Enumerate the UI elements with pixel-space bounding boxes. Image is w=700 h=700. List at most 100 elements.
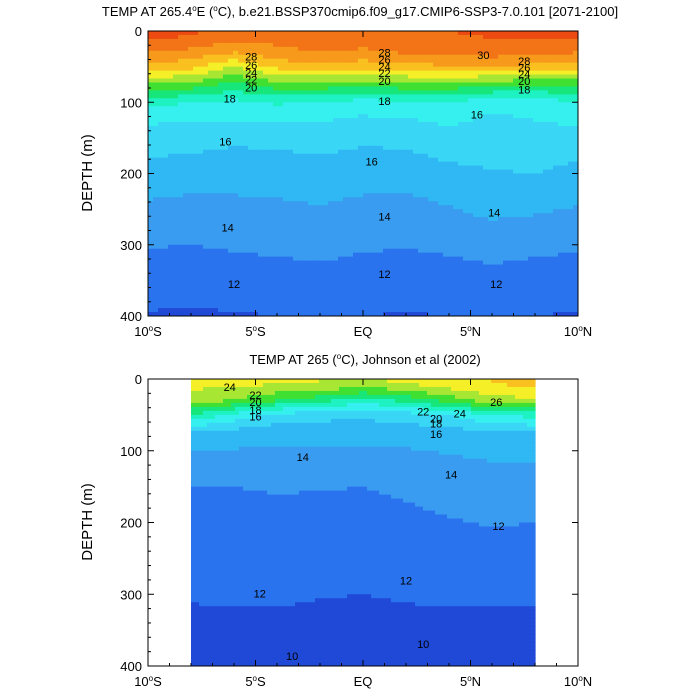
contour-cell — [338, 126, 344, 131]
contour-cell — [218, 129, 224, 135]
contour-cell — [498, 133, 504, 139]
contour-cell — [288, 78, 294, 84]
contour-cell — [468, 236, 474, 242]
contour-cell — [198, 197, 204, 202]
contour-cell — [428, 228, 434, 234]
contour-cell — [488, 161, 494, 167]
contour-cell — [278, 224, 284, 230]
contour-cell — [358, 114, 364, 119]
contour-cell — [548, 86, 554, 91]
contour-cell — [218, 62, 224, 68]
contour-cell — [413, 118, 419, 123]
contour-cell — [163, 31, 169, 36]
contour-cell — [293, 82, 299, 88]
contour-cell — [408, 201, 414, 206]
contour-cell — [498, 256, 504, 262]
contour-cell — [168, 129, 174, 135]
contour-cell — [228, 213, 234, 218]
contour-cell — [533, 201, 539, 206]
contour-cell — [378, 141, 384, 147]
contour-cell — [458, 42, 464, 48]
contour-cell — [513, 70, 519, 76]
contour-cell — [533, 153, 539, 159]
contour-cell — [543, 173, 549, 179]
contour-cell — [403, 141, 409, 147]
contour-cell — [188, 189, 194, 194]
contour-cell — [243, 157, 249, 163]
contour-cell — [263, 78, 269, 84]
contour-cell — [323, 133, 329, 139]
contour-cell — [293, 122, 299, 127]
contour-cell — [313, 70, 319, 76]
contour-cell — [273, 133, 279, 139]
contour-cell — [263, 94, 269, 99]
contour-cell — [183, 102, 189, 107]
contour-cell — [153, 78, 159, 84]
contour-cell — [498, 94, 504, 99]
contour-cell — [538, 78, 544, 84]
contour-cell — [433, 193, 439, 198]
contour-cell — [363, 86, 369, 91]
contour-cell — [533, 228, 539, 234]
contour-cell — [393, 129, 399, 135]
contour-cell — [403, 153, 409, 159]
contour-cell — [483, 106, 489, 111]
contour-cell — [373, 221, 379, 226]
contour-cell — [458, 62, 464, 68]
contour-cell — [508, 149, 514, 155]
contour-cell — [408, 232, 414, 238]
contour-cell — [548, 34, 554, 40]
contour-cell — [238, 193, 244, 198]
contour-cell — [438, 50, 444, 56]
contour-cell — [368, 197, 374, 202]
contour-cell — [353, 78, 359, 84]
contour-cell — [553, 74, 559, 80]
contour-cell — [368, 189, 374, 194]
contour-cell — [533, 98, 539, 103]
contour-cell — [448, 94, 454, 99]
contour-cell — [543, 181, 549, 186]
contour-cell — [173, 157, 179, 163]
contour-cell — [248, 181, 254, 186]
contour-cell — [253, 126, 259, 131]
contour-cell — [573, 46, 578, 52]
contour-cell — [483, 209, 489, 214]
contour-cell — [443, 70, 449, 76]
contour-cell — [343, 38, 349, 44]
contour-cell — [318, 34, 324, 40]
contour-cell — [333, 141, 339, 147]
contour-cell — [378, 153, 384, 159]
contour-cell — [508, 221, 514, 226]
contour-cell — [333, 46, 339, 52]
contour-cell — [338, 129, 344, 135]
contour-cell — [303, 236, 309, 242]
contour-cell — [313, 252, 319, 258]
contour-cell — [238, 161, 244, 167]
contour-cell — [483, 54, 489, 60]
contour-cell — [473, 102, 479, 107]
contour-cell — [308, 126, 314, 131]
contour-cell — [153, 70, 159, 76]
contour-cell — [148, 98, 154, 103]
contour-cell — [488, 145, 494, 151]
contour-cell — [493, 114, 499, 119]
contour-cell — [268, 54, 274, 60]
contour-cell — [248, 221, 254, 226]
contour-cell — [283, 46, 289, 52]
contour-cell — [378, 137, 384, 143]
contour-cell — [233, 70, 239, 76]
contour-cell — [453, 248, 459, 254]
contour-cell — [353, 228, 359, 234]
contour-cell — [188, 94, 194, 99]
contour-cell — [378, 58, 384, 64]
contour-cell — [493, 248, 499, 254]
contour-cell — [258, 165, 264, 171]
contour-cell — [343, 236, 349, 242]
contour-cell — [278, 193, 284, 198]
contour-cell — [383, 173, 389, 179]
contour-cell — [268, 38, 274, 44]
contour-cell — [203, 126, 209, 131]
contour-cell — [178, 252, 184, 258]
contour-cell — [463, 197, 469, 202]
contour-cell — [368, 205, 374, 210]
